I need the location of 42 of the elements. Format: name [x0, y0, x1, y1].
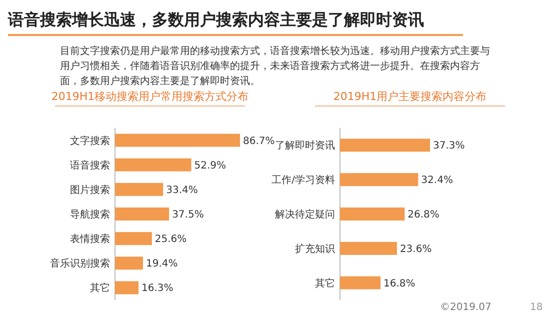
data-label: 32.4%	[421, 175, 453, 186]
bar	[340, 173, 418, 186]
chart-title: 2019H1移动搜索用户常用搜索方式分布	[51, 90, 249, 103]
text: 目前文字搜索仍是用户最常用的移动搜索方式，语音搜索增长较为迅速。移动用户搜索方式主要与用户习惯相关，伴随着语音识别准确率的提升，未来语音搜索方式将进一步提升。在搜索内容方面，多数用户搜索内容主要是了解即时资讯。	[60, 44, 490, 89]
bar	[115, 281, 138, 294]
data-label: 37.3%	[433, 140, 465, 152]
text: 语音搜索增长迅速，多数用户搜索内容主要是了解即时资讯	[8, 10, 424, 31]
y-tick-label: 导航搜索	[70, 208, 110, 220]
bar	[115, 158, 192, 172]
data-label: 26.8%	[408, 210, 440, 220]
text: 18	[530, 302, 543, 313]
data-label: 23.6%	[400, 244, 432, 255]
y-tick-label: 文字搜索	[70, 134, 110, 147]
y-tick-label: 工作/学习资料	[272, 174, 335, 186]
y-tick-label: 解决待定疑问	[275, 208, 335, 220]
y-tick-label: 其它	[315, 277, 335, 290]
bar	[340, 208, 405, 220]
data-label: 19.4%	[146, 258, 178, 270]
bar	[115, 256, 143, 270]
bar	[115, 134, 240, 147]
bar	[115, 208, 170, 220]
data-label: 25.6%	[154, 234, 187, 246]
bar	[340, 276, 381, 290]
y-tick-label: 了解即时资讯	[275, 140, 335, 152]
data-label: 33.4%	[166, 184, 198, 196]
data-label: 16.8%	[384, 278, 416, 290]
data-label: 86.7%	[243, 136, 275, 147]
data-label: 37.5%	[172, 210, 204, 220]
y-tick-label: 图片搜索	[70, 184, 110, 196]
bar	[115, 232, 152, 246]
text: ©2019.07	[440, 302, 492, 313]
y-tick-label: 语音搜索	[70, 159, 110, 172]
y-tick-label: 扩充知识	[295, 242, 335, 255]
chart-title: 2019H1用户主要搜索内容分布	[333, 90, 487, 103]
bar	[115, 182, 164, 196]
bar	[340, 242, 397, 255]
y-tick-label: 音乐识别搜索	[50, 258, 110, 270]
y-tick-label: 其它	[90, 282, 110, 294]
data-label: 16.3%	[142, 283, 174, 294]
data-label: 52.9%	[194, 160, 226, 172]
bar	[340, 138, 430, 152]
y-tick-label: 表情搜索	[70, 233, 110, 246]
